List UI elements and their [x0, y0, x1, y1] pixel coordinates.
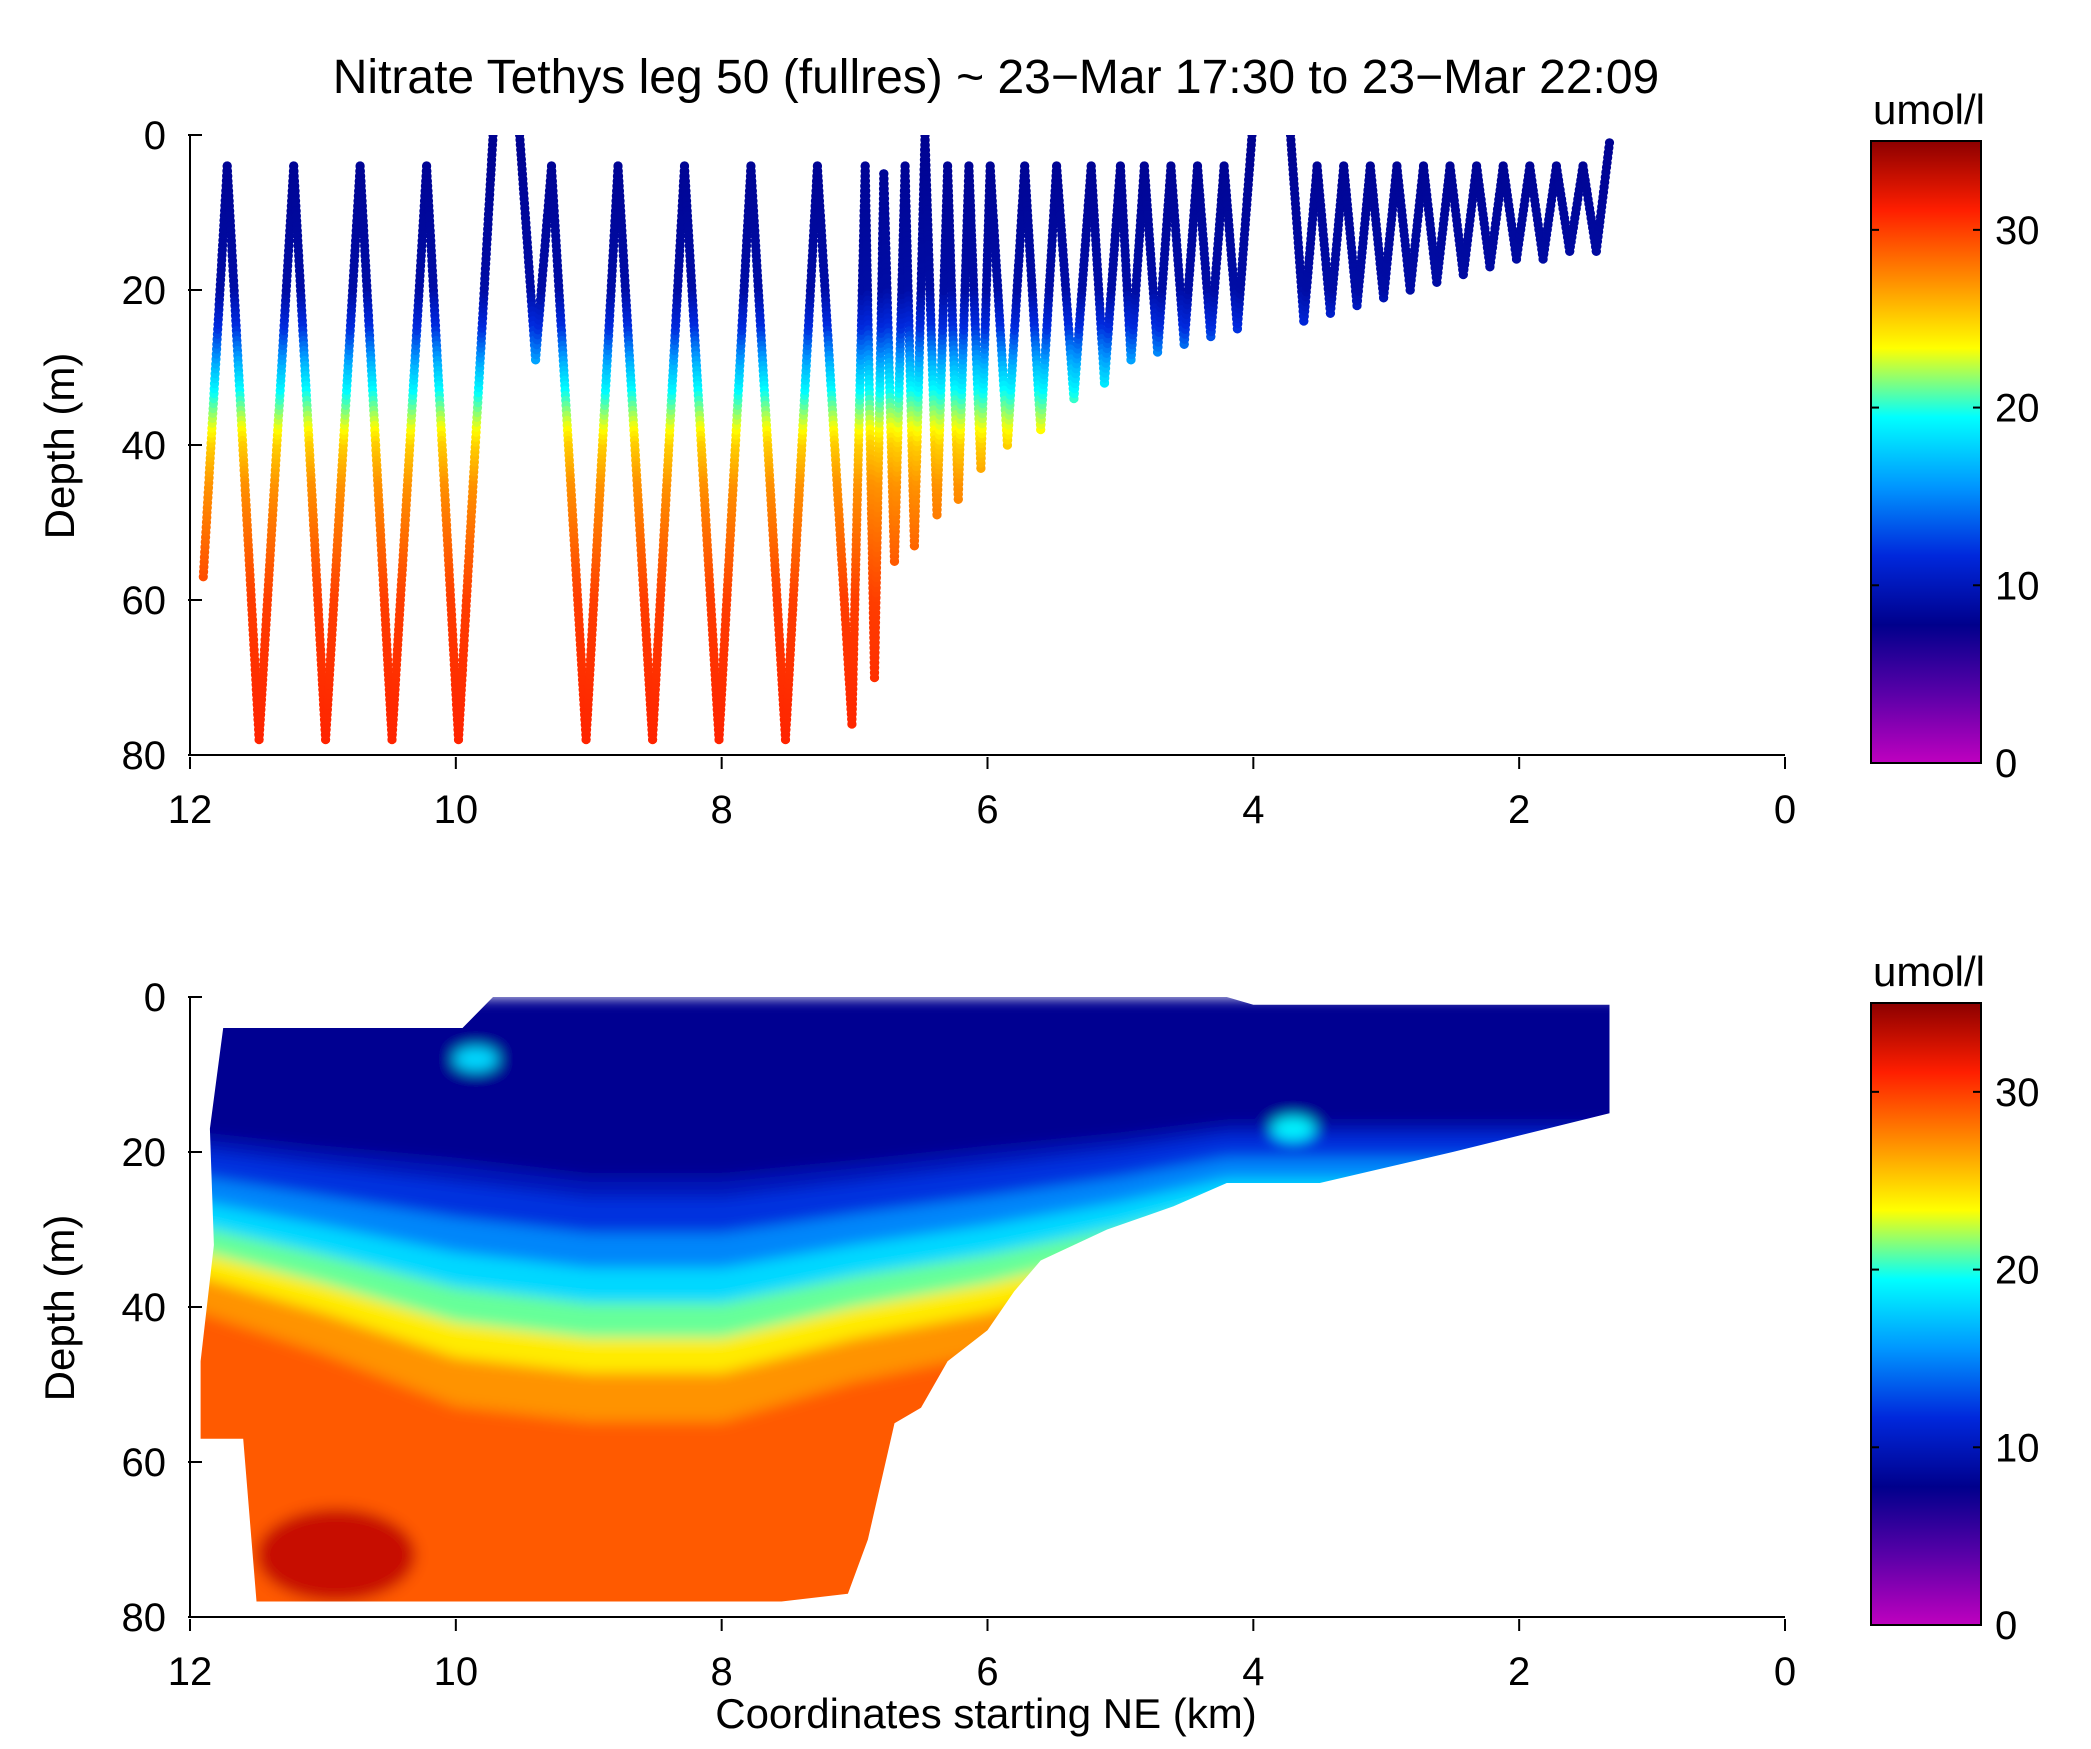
top-colorbar: 0 10 20 30: [1870, 140, 2040, 786]
bottom-plot-area: [200, 997, 1610, 1602]
bottom-y-tick-label: 40: [122, 1286, 167, 1330]
scatter-point: [1247, 135, 1257, 140]
top-x-tick-label: 4: [1242, 788, 1264, 832]
top-y-axis-label: Depth (m): [36, 353, 83, 540]
bottom-x-tick-label: 4: [1242, 1650, 1264, 1694]
top-y-tick-label: 60: [122, 579, 167, 623]
colorbar-tick-label: 10: [1995, 1426, 2040, 1470]
colorbar-tick-label: 0: [1995, 1604, 2017, 1648]
colorbar-tick-label: 0: [1995, 742, 2017, 786]
heatmap-feature: [1271, 1116, 1316, 1141]
colorbar-tick-label: 20: [1995, 1249, 2040, 1293]
top-x-tick-label: 12: [168, 788, 213, 832]
top-y-tick-label: 0: [144, 114, 166, 158]
top-x-tick-label: 2: [1508, 788, 1530, 832]
top-colorbar-unit: umol/l: [1873, 86, 1985, 133]
colorbar-gradient: [1870, 1002, 1982, 1626]
top-x-tick-label: 6: [976, 788, 998, 832]
x-axis-label: Coordinates starting NE (km): [715, 1690, 1257, 1737]
bottom-y-axis-label: Depth (m): [36, 1215, 83, 1402]
top-y-tick-label: 20: [122, 269, 167, 313]
colorbar-tick-label: 20: [1995, 387, 2040, 431]
bottom-y-tick-label: 0: [144, 976, 166, 1020]
colorbar-gradient: [1870, 140, 1982, 764]
bottom-y-tick-label: 60: [122, 1441, 167, 1485]
bottom-colorbar-unit: umol/l: [1873, 948, 1985, 995]
scatter-point: [1604, 138, 1615, 148]
colorbar-tick-label: 30: [1995, 1071, 2040, 1115]
scatter-point: [488, 135, 498, 140]
top-y-tick-label: 80: [122, 734, 167, 778]
top-x-tick-label: 10: [434, 788, 479, 832]
colorbar-tick-label: 10: [1995, 564, 2040, 608]
bottom-x-tick-label: 8: [711, 1650, 733, 1694]
heatmap-field: [200, 997, 1610, 1602]
bottom-x-tick-label: 2: [1508, 1650, 1530, 1694]
bottom-y-tick-label: 20: [122, 1131, 167, 1175]
bottom-colorbar: 0 10 20 30: [1870, 1002, 2040, 1648]
bottom-x-tick-label: 12: [168, 1650, 213, 1694]
bottom-x-tick-label: 10: [434, 1650, 479, 1694]
top-x-tick-label: 8: [711, 788, 733, 832]
bottom-y-tick-label: 80: [122, 1596, 167, 1640]
bottom-x-tick-label: 6: [976, 1650, 998, 1694]
top-y-tick-label: 40: [122, 424, 167, 468]
heatmap-feature: [256, 1508, 416, 1602]
bottom-x-tick-label: 0: [1774, 1650, 1796, 1694]
top-x-tick-label: 0: [1774, 788, 1796, 832]
chart-title: Nitrate Tethys leg 50 (fullres) ~ 23−Mar…: [333, 51, 1660, 104]
heatmap-feature: [453, 1047, 498, 1071]
colorbar-tick-label: 30: [1995, 209, 2040, 253]
top-plot-area: [198, 135, 1615, 745]
